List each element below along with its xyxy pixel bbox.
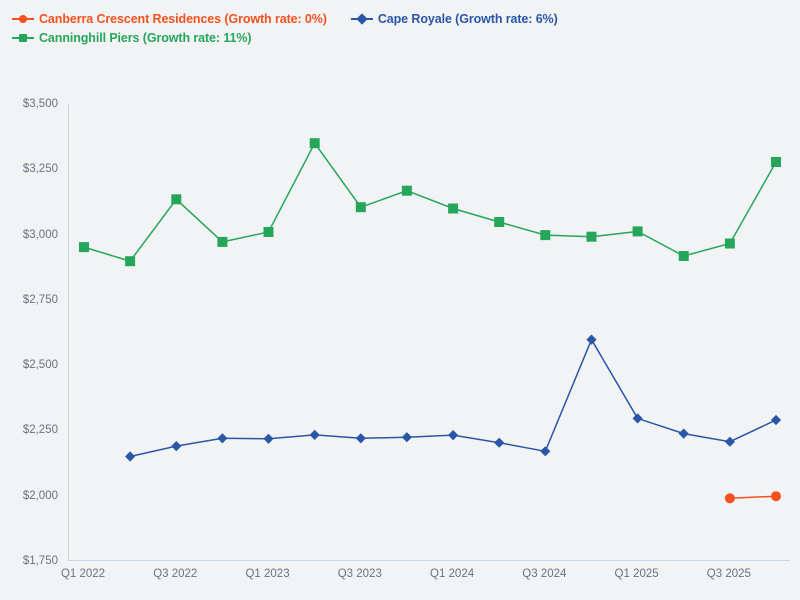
data-point[interactable] bbox=[355, 202, 366, 213]
data-point[interactable] bbox=[494, 217, 505, 227]
data-point[interactable] bbox=[540, 230, 551, 241]
data-point[interactable] bbox=[771, 491, 781, 502]
data-point[interactable] bbox=[724, 238, 735, 249]
y-axis-tick-label: $3,000 bbox=[22, 228, 58, 241]
data-point[interactable] bbox=[724, 493, 735, 504]
data-point[interactable] bbox=[309, 138, 320, 149]
x-axis-tick-label: Q1 2025 bbox=[614, 568, 659, 580]
x-axis-tick-label: Q1 2024 bbox=[430, 568, 475, 580]
series-line bbox=[729, 495, 777, 500]
data-point[interactable] bbox=[171, 441, 182, 452]
legend-item[interactable]: Cape Royale (Growth rate: 6%) bbox=[350, 11, 558, 26]
y-axis-tick-label: $2,750 bbox=[22, 293, 58, 306]
data-point[interactable] bbox=[125, 451, 136, 462]
square-marker-icon bbox=[12, 32, 34, 44]
series-0 bbox=[724, 491, 781, 504]
y-axis-tick-label: $2,250 bbox=[22, 424, 58, 437]
legend-item[interactable]: Canninghill Piers (Growth rate: 11%) bbox=[12, 30, 252, 45]
series-canvas bbox=[79, 138, 782, 504]
data-point[interactable] bbox=[770, 414, 782, 426]
series-line bbox=[83, 141, 777, 263]
data-point[interactable] bbox=[171, 194, 182, 205]
legend-row: Canberra Crescent Residences (Growth rat… bbox=[0, 9, 800, 28]
x-axis-tick-label: Q3 2024 bbox=[522, 568, 567, 580]
legend-item[interactable]: Canberra Crescent Residences (Growth rat… bbox=[12, 12, 327, 26]
data-point[interactable] bbox=[771, 157, 781, 167]
data-point[interactable] bbox=[401, 432, 412, 443]
data-point[interactable] bbox=[586, 231, 597, 242]
data-point[interactable] bbox=[678, 251, 689, 261]
data-point[interactable] bbox=[125, 256, 136, 267]
data-point[interactable] bbox=[217, 236, 228, 247]
data-point[interactable] bbox=[309, 429, 320, 440]
y-axis-tick-label: $1,750 bbox=[22, 555, 58, 567]
legend-label: Cape Royale (Growth rate: 6%) bbox=[377, 11, 558, 26]
data-point[interactable] bbox=[448, 203, 459, 214]
series-2 bbox=[79, 138, 781, 267]
legend-label: Canninghill Piers (Growth rate: 11%) bbox=[39, 30, 252, 45]
data-point[interactable] bbox=[448, 430, 459, 441]
x-axis-tick-label: Q3 2022 bbox=[153, 568, 198, 580]
data-point[interactable] bbox=[401, 185, 412, 196]
diamond-marker-icon bbox=[350, 12, 373, 25]
x-axis-tick-label: Q1 2023 bbox=[245, 568, 290, 580]
x-axis-tick-label: Q1 2022 bbox=[60, 568, 106, 580]
series-1 bbox=[125, 334, 782, 462]
data-point[interactable] bbox=[217, 433, 228, 444]
data-point[interactable] bbox=[724, 436, 735, 447]
data-point[interactable] bbox=[494, 437, 505, 448]
data-point[interactable] bbox=[355, 433, 366, 444]
legend-row: Canninghill Piers (Growth rate: 11%) bbox=[0, 28, 800, 47]
data-point[interactable] bbox=[586, 334, 597, 345]
data-point[interactable] bbox=[263, 227, 274, 237]
x-axis-tick-label: Q3 2023 bbox=[337, 568, 382, 580]
y-axis-tick-label: $3,250 bbox=[22, 163, 58, 176]
data-point[interactable] bbox=[79, 242, 89, 253]
legend-label: Canberra Crescent Residences (Growth rat… bbox=[39, 11, 327, 26]
y-axis-tick-label: $3,500 bbox=[22, 98, 58, 110]
data-point[interactable] bbox=[678, 428, 689, 439]
y-axis-tick-label: $2,000 bbox=[22, 489, 58, 502]
circle-marker-icon bbox=[12, 13, 34, 25]
data-point[interactable] bbox=[540, 446, 551, 457]
chart-legend: Canberra Crescent Residences (Growth rat… bbox=[0, 0, 800, 47]
data-point[interactable] bbox=[632, 413, 643, 424]
data-point[interactable] bbox=[632, 226, 643, 237]
x-axis-tick-label: Q3 2025 bbox=[706, 568, 751, 580]
data-point[interactable] bbox=[263, 433, 274, 444]
y-axis-tick-label: $2,500 bbox=[22, 359, 58, 372]
plot-area bbox=[68, 104, 790, 561]
